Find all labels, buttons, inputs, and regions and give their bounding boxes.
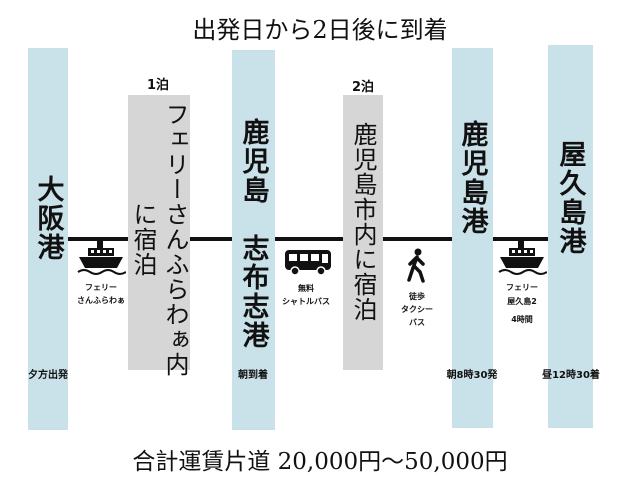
route-line [68, 237, 550, 241]
ship-icon [498, 240, 547, 275]
transfer-line: さんふらわぁ [77, 296, 125, 305]
footer: 合計運賃片道 20,000円〜50,000円 [132, 449, 508, 475]
transfer-label: フェリー屋久島2 4時間 [482, 281, 562, 327]
stop-label: 屋久島港 [554, 140, 586, 256]
stay-note: に宿泊 [129, 202, 157, 277]
transfer-line: 屋久島2 [507, 297, 537, 306]
stop-column [548, 45, 593, 428]
time: 朝8時30発 [446, 370, 498, 381]
transfer-line: フェリー [506, 283, 538, 292]
transfer-label: フェリーさんふらわぁ [61, 281, 141, 307]
nights: 2泊 [351, 80, 375, 95]
transfer-line: タクシー [401, 305, 433, 314]
time: 朝到着 [238, 370, 268, 381]
stop-column [28, 48, 68, 430]
stop-label: 鹿児島 志布志港 [237, 118, 269, 350]
bus-icon [285, 250, 331, 276]
title: 出発日から2日後に到着 [192, 16, 448, 44]
ship-icon [77, 240, 126, 275]
stop-label: 鹿児島港 [456, 120, 488, 236]
transfer-line: バス [409, 318, 425, 327]
stop-label: 大阪港 [32, 175, 64, 262]
transfer-label: 徒歩 タクシー バス [377, 290, 457, 329]
stop-column [452, 48, 493, 428]
stay-column [128, 95, 190, 370]
time: 昼12時30着 [542, 370, 600, 381]
transfer-line: フェリー [85, 283, 117, 292]
transfer-line: シャトルバス [282, 297, 330, 306]
transfer-line: 徒歩 [409, 292, 425, 301]
transfer-line: 4時間 [511, 315, 533, 324]
stop-column [232, 50, 275, 430]
transfer-label: 無料 シャトルバス [266, 282, 346, 308]
time: 夕方出発 [28, 370, 68, 381]
transfer-line: 無料 [298, 284, 314, 293]
stay-label: フェリーさんふらわぁ内 [161, 102, 189, 377]
walk-icon [407, 248, 425, 283]
stay-column [343, 95, 383, 370]
stay-label: 鹿児島市内に宿泊 [349, 122, 377, 322]
nights: 1泊 [146, 78, 170, 93]
